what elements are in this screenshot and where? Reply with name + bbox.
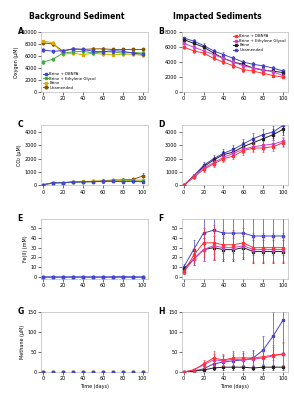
Y-axis label: Methane (μM): Methane (μM) [20,325,25,359]
Text: B: B [158,27,164,36]
Text: Impacted Sediments: Impacted Sediments [173,12,262,21]
Text: F: F [158,214,163,223]
Text: G: G [18,307,24,316]
Text: E: E [18,214,23,223]
Text: H: H [158,307,165,316]
Text: Background Sediment: Background Sediment [29,12,124,21]
Text: A: A [18,27,24,36]
Legend: Brine + DBNPA, Brine + Ethylene Glycol, Brine, Unamended: Brine + DBNPA, Brine + Ethylene Glycol, … [43,72,96,90]
Legend: Brine + DBNPA, Brine + Ethylene Glycol, Brine, Unamended: Brine + DBNPA, Brine + Ethylene Glycol, … [233,34,286,52]
Y-axis label: Fe(II) (mM): Fe(II) (mM) [23,235,28,262]
Text: C: C [18,120,23,130]
Text: D: D [158,120,165,130]
X-axis label: Time (days): Time (days) [80,384,109,389]
Y-axis label: Oxygen (μM): Oxygen (μM) [14,46,19,78]
Y-axis label: CO₂ (μM): CO₂ (μM) [17,144,22,166]
X-axis label: Time (days): Time (days) [220,384,249,389]
